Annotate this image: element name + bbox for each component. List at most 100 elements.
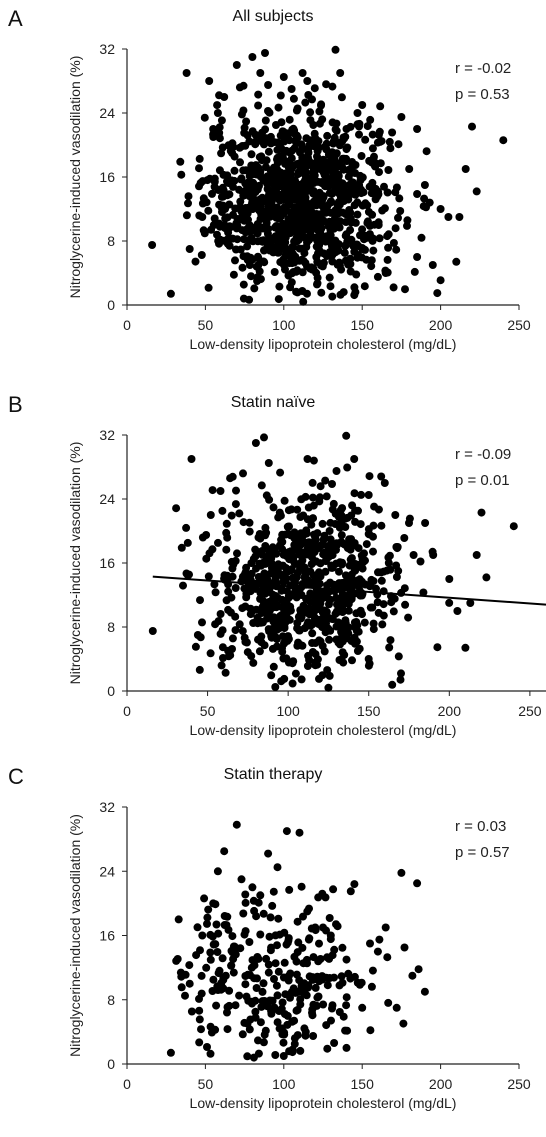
- data-point: [308, 580, 317, 589]
- data-point: [420, 181, 429, 189]
- data-point: [255, 647, 264, 656]
- data-point: [250, 226, 259, 235]
- data-point: [303, 77, 312, 85]
- data-point: [298, 580, 307, 588]
- data-point: [323, 981, 332, 990]
- data-point: [213, 867, 222, 876]
- data-point: [308, 973, 317, 982]
- data-point: [365, 659, 374, 668]
- data-point: [384, 166, 393, 174]
- data-point: [283, 1011, 292, 1020]
- data-point: [269, 172, 278, 181]
- data-point: [385, 643, 394, 652]
- x-tick-label: 200: [429, 317, 453, 333]
- panel-letter-a: A: [8, 6, 23, 31]
- data-point: [472, 551, 481, 559]
- data-point: [377, 576, 386, 585]
- data-point: [247, 150, 256, 159]
- x-tick-label: 0: [123, 1076, 131, 1092]
- data-point: [275, 1007, 284, 1015]
- data-point: [243, 252, 252, 261]
- data-point: [256, 69, 265, 77]
- data-point: [358, 610, 366, 619]
- data-point: [247, 569, 256, 578]
- data-point: [308, 514, 317, 523]
- data-point: [369, 246, 378, 255]
- data-point: [290, 952, 299, 961]
- data-point: [215, 222, 224, 231]
- data-point: [328, 551, 337, 560]
- data-point: [325, 273, 334, 282]
- correlation-r: r = -0.02: [455, 60, 511, 77]
- data-point: [313, 655, 322, 664]
- data-point: [209, 975, 218, 984]
- data-point: [330, 587, 339, 595]
- y-tick-label: 0: [107, 297, 115, 313]
- data-point: [323, 581, 332, 590]
- data-point: [148, 241, 157, 249]
- data-point: [195, 994, 203, 1003]
- data-point: [281, 159, 290, 168]
- data-point: [343, 191, 352, 200]
- data-point: [275, 226, 284, 235]
- data-point: [274, 295, 283, 304]
- data-point: [184, 199, 192, 208]
- data-point: [267, 671, 276, 680]
- data-point: [166, 1048, 175, 1057]
- data-point: [293, 1031, 302, 1040]
- data-point: [318, 262, 327, 271]
- data-point: [285, 197, 294, 206]
- data-point: [219, 170, 228, 179]
- data-point: [305, 934, 314, 943]
- data-point: [239, 294, 248, 303]
- data-point: [229, 968, 238, 977]
- data-point: [223, 571, 232, 580]
- data-point: [273, 138, 282, 147]
- data-point: [315, 107, 324, 116]
- data-point: [347, 535, 356, 544]
- p-value: p = 0.53: [455, 86, 510, 103]
- data-point: [337, 531, 346, 540]
- data-point: [325, 914, 334, 922]
- data-point: [328, 221, 337, 230]
- data-point: [257, 573, 266, 582]
- data-point: [383, 953, 392, 962]
- data-point: [285, 136, 294, 145]
- data-point: [342, 1001, 351, 1010]
- data-point: [219, 192, 228, 201]
- data-point: [284, 271, 293, 280]
- data-point: [405, 165, 414, 173]
- data-point: [365, 472, 374, 481]
- data-point: [366, 939, 374, 948]
- data-point: [313, 280, 321, 289]
- data-point: [368, 130, 377, 139]
- data-point: [421, 519, 430, 527]
- data-point: [409, 551, 418, 559]
- data-point: [413, 253, 422, 261]
- data-point: [259, 176, 268, 185]
- data-point: [296, 194, 305, 202]
- data-point: [385, 551, 394, 560]
- data-point: [253, 273, 262, 282]
- data-point: [213, 948, 222, 956]
- scatter-plot-a: 0 8 16 24 32 0 50 100 150 200 250 Low-density lipop…: [67, 41, 531, 352]
- data-point: [211, 900, 220, 909]
- data-point: [294, 938, 303, 947]
- data-point: [215, 91, 224, 100]
- data-point: [315, 119, 324, 128]
- data-point: [330, 187, 339, 196]
- data-point: [321, 476, 330, 485]
- data-point: [238, 263, 247, 272]
- data-point: [323, 1044, 332, 1053]
- data-point: [218, 506, 227, 515]
- data-point: [214, 929, 223, 938]
- data-point: [321, 208, 330, 217]
- data-point: [339, 539, 348, 548]
- data-point: [350, 880, 359, 889]
- data-point: [205, 549, 214, 558]
- data-point: [298, 144, 307, 153]
- data-point: [237, 205, 246, 214]
- data-point: [264, 147, 273, 156]
- data-point: [220, 921, 229, 929]
- data-point: [222, 596, 231, 605]
